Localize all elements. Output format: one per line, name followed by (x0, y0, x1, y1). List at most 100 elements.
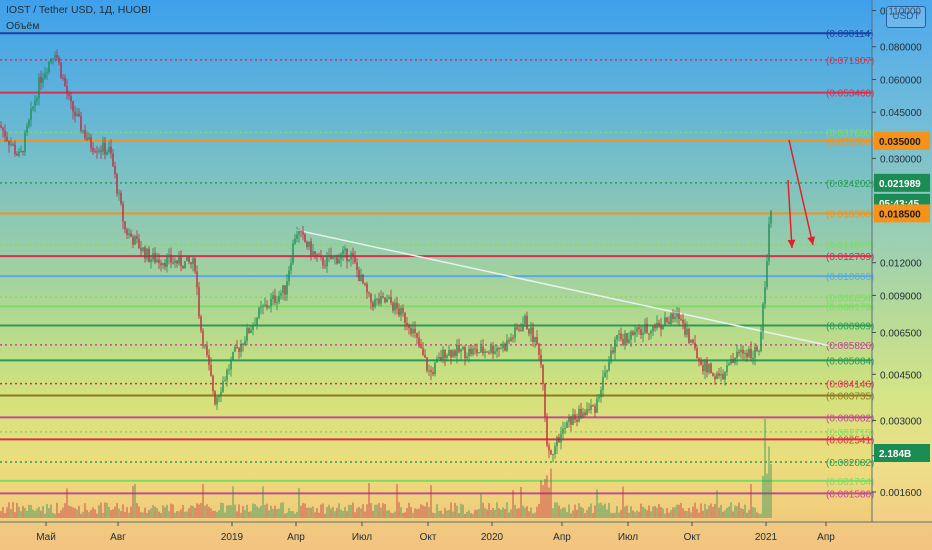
candle-body (388, 297, 390, 300)
candle-body (662, 325, 664, 330)
candle-body (560, 433, 562, 443)
currency-badge[interactable]: USDT (886, 6, 926, 28)
candle-body (22, 150, 24, 153)
volume-bar (190, 505, 192, 518)
volume-bar (422, 505, 424, 518)
volume-bar (126, 507, 128, 518)
candle-body (38, 76, 40, 99)
volume-bar (516, 508, 518, 518)
volume-bar (518, 508, 520, 518)
volume-bar (176, 511, 178, 518)
level-label: (0.037680) (826, 128, 874, 139)
volume-bar (660, 507, 662, 518)
candle-body (120, 192, 122, 204)
volume-bar (714, 503, 716, 518)
candle-body (542, 364, 544, 385)
volume-bar (60, 510, 62, 518)
level-badge-035: 0.035000 (879, 137, 921, 148)
volume-bar (622, 486, 624, 518)
candle-body (138, 238, 140, 249)
volume-bar (298, 488, 300, 518)
candle-body (86, 138, 88, 140)
chart-title: IOST / Tether USD, 1Д, HUOBI (6, 4, 152, 16)
volume-bar (122, 504, 124, 518)
volume-bar (352, 502, 354, 518)
candle-body (302, 231, 304, 235)
candle-body (586, 409, 588, 416)
volume-bar (616, 506, 618, 518)
candle-body (698, 358, 700, 361)
candle-body (148, 248, 150, 262)
volume-bar (288, 508, 290, 518)
candle-body (420, 346, 422, 348)
candle-body (652, 326, 654, 332)
volume-bar (554, 502, 556, 518)
volume-bar (726, 507, 728, 518)
volume-bar (438, 510, 440, 518)
volume-bar (194, 507, 196, 518)
volume-bar (34, 510, 36, 518)
volume-bar (404, 512, 406, 518)
candle-body (612, 350, 614, 353)
volume-bar (598, 503, 600, 518)
volume-bar (626, 505, 628, 518)
volume-bar (216, 511, 218, 518)
candle-body (628, 339, 630, 343)
candle-body (66, 86, 68, 94)
candle-body (630, 331, 632, 340)
candle-body (726, 365, 728, 372)
volume-bar (756, 512, 758, 518)
candle-body (486, 351, 488, 353)
candle-body (6, 136, 8, 141)
volume-bar (360, 508, 362, 518)
candle-body (20, 150, 22, 152)
candle-body (330, 255, 332, 260)
volume-bar (548, 487, 550, 518)
candle-body (346, 248, 348, 262)
volume-bar (580, 506, 582, 518)
candle-body (588, 409, 590, 411)
volume-bar (766, 473, 768, 518)
level-label: (0.012709) (826, 252, 874, 263)
volume-bar (246, 504, 248, 518)
candle-body (150, 259, 152, 262)
candle-body (136, 236, 138, 239)
candle-body (658, 322, 660, 326)
candle-body (574, 414, 576, 420)
candle-body (296, 234, 298, 239)
candle-body (506, 340, 508, 351)
volume-bar (658, 504, 660, 518)
volume-bar (82, 511, 84, 518)
volume-bar (338, 503, 340, 518)
volume-bar (236, 511, 238, 518)
volume-bar (138, 506, 140, 518)
candle-body (404, 312, 406, 323)
current-price-badge-bg (874, 173, 930, 192)
volume-bar (242, 505, 244, 518)
candle-body (460, 349, 462, 352)
volume-bar (594, 505, 596, 518)
volume-bar (54, 513, 56, 518)
candle-body (616, 334, 618, 340)
volume-bar (184, 511, 186, 518)
volume-bar (344, 507, 346, 518)
volume-bar (452, 511, 454, 518)
volume-bar (6, 507, 8, 518)
volume-bar (356, 508, 358, 518)
candle-body (236, 347, 238, 349)
volume-bar (96, 513, 98, 518)
candle-body (158, 259, 160, 264)
candle-body (192, 258, 194, 265)
candle-body (632, 331, 634, 336)
volume-bar (224, 512, 226, 518)
volume-bar (192, 506, 194, 518)
level-label: (0.001764) (826, 477, 874, 488)
candle-body (770, 211, 772, 224)
candle-body (230, 359, 232, 370)
level-label: (0.014077) (826, 240, 874, 251)
volume-bar (44, 513, 46, 518)
candle-body (732, 359, 734, 363)
volume-bar (200, 502, 202, 518)
volume-bar (390, 512, 392, 518)
